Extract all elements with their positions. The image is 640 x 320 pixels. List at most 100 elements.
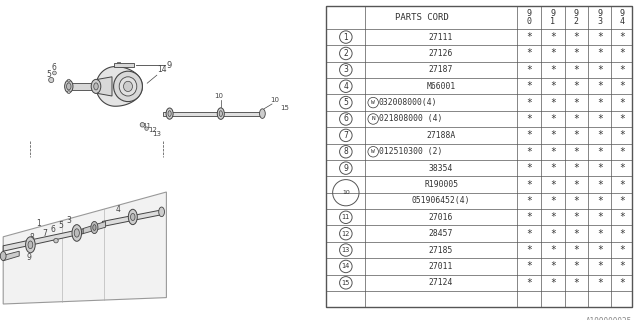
Text: 032008000(4): 032008000(4) <box>379 98 437 107</box>
Ellipse shape <box>26 237 35 253</box>
Text: *: * <box>526 130 532 140</box>
Text: *: * <box>619 81 625 91</box>
Ellipse shape <box>65 80 73 93</box>
Text: 27187: 27187 <box>429 65 453 74</box>
Ellipse shape <box>52 71 56 75</box>
Ellipse shape <box>166 108 173 119</box>
Polygon shape <box>97 77 112 96</box>
Text: *: * <box>619 261 625 271</box>
Text: 11: 11 <box>342 214 350 220</box>
Polygon shape <box>102 210 163 227</box>
Polygon shape <box>3 229 83 251</box>
Text: *: * <box>550 98 556 108</box>
Text: 8: 8 <box>29 233 35 242</box>
Text: *: * <box>526 196 532 206</box>
Text: *: * <box>526 180 532 189</box>
Text: *: * <box>597 229 603 239</box>
Ellipse shape <box>140 123 145 127</box>
Text: *: * <box>573 130 579 140</box>
Ellipse shape <box>1 252 6 260</box>
Ellipse shape <box>74 229 79 237</box>
Text: *: * <box>526 229 532 239</box>
Text: *: * <box>526 32 532 42</box>
Text: *: * <box>526 163 532 173</box>
Text: *: * <box>597 130 603 140</box>
Text: 9: 9 <box>26 253 31 262</box>
Ellipse shape <box>131 213 135 220</box>
Text: *: * <box>619 278 625 288</box>
Text: *: * <box>619 130 625 140</box>
Text: *: * <box>573 98 579 108</box>
Text: *: * <box>597 163 603 173</box>
Text: 27016: 27016 <box>429 213 453 222</box>
Text: 27111: 27111 <box>429 33 453 42</box>
Text: M66001: M66001 <box>426 82 456 91</box>
Ellipse shape <box>92 79 101 93</box>
Text: *: * <box>550 261 556 271</box>
Text: 10: 10 <box>214 93 224 99</box>
Text: W: W <box>371 149 375 154</box>
Text: *: * <box>597 261 603 271</box>
Text: *: * <box>597 48 603 59</box>
Text: 9: 9 <box>344 164 348 172</box>
Text: 9
4: 9 4 <box>620 9 625 26</box>
Text: 11: 11 <box>143 123 152 129</box>
Ellipse shape <box>114 71 142 102</box>
Text: *: * <box>597 81 603 91</box>
Text: *: * <box>526 98 532 108</box>
Text: 1: 1 <box>344 33 348 42</box>
Ellipse shape <box>91 221 98 234</box>
Text: *: * <box>597 278 603 288</box>
Ellipse shape <box>67 83 71 90</box>
Ellipse shape <box>219 111 223 116</box>
Ellipse shape <box>94 83 99 90</box>
Ellipse shape <box>67 91 70 93</box>
Text: 3: 3 <box>67 216 71 225</box>
Ellipse shape <box>168 111 172 116</box>
Text: *: * <box>597 180 603 189</box>
Text: *: * <box>526 65 532 75</box>
Text: *: * <box>597 65 603 75</box>
Text: *: * <box>550 180 556 189</box>
Text: *: * <box>526 114 532 124</box>
Text: *: * <box>573 278 579 288</box>
Text: *: * <box>526 81 532 91</box>
Text: *: * <box>550 130 556 140</box>
Text: 051906452(4): 051906452(4) <box>412 196 470 205</box>
Text: A199000025: A199000025 <box>586 317 632 320</box>
Text: 27185: 27185 <box>429 245 453 254</box>
Text: 38354: 38354 <box>429 164 453 172</box>
Text: 7: 7 <box>344 131 348 140</box>
Text: *: * <box>573 81 579 91</box>
Text: *: * <box>526 48 532 59</box>
Text: *: * <box>597 147 603 157</box>
Text: *: * <box>619 32 625 42</box>
Text: *: * <box>526 245 532 255</box>
Text: *: * <box>573 48 579 59</box>
Text: *: * <box>573 65 579 75</box>
Text: *: * <box>526 261 532 271</box>
Ellipse shape <box>72 225 82 241</box>
Text: *: * <box>526 147 532 157</box>
FancyBboxPatch shape <box>114 63 134 67</box>
Ellipse shape <box>260 109 265 118</box>
Text: *: * <box>619 163 625 173</box>
Text: 14: 14 <box>157 65 166 74</box>
Polygon shape <box>3 251 19 261</box>
Text: 9
3: 9 3 <box>597 9 602 26</box>
Text: 6: 6 <box>344 115 348 124</box>
Text: 15: 15 <box>342 280 350 286</box>
Ellipse shape <box>217 108 225 119</box>
Text: *: * <box>550 196 556 206</box>
FancyBboxPatch shape <box>116 62 120 63</box>
Text: *: * <box>550 32 556 42</box>
Text: 9
1: 9 1 <box>550 9 556 26</box>
Text: W: W <box>371 100 375 105</box>
Ellipse shape <box>159 207 164 217</box>
Text: *: * <box>550 114 556 124</box>
Text: *: * <box>619 245 625 255</box>
Text: 15: 15 <box>280 105 289 111</box>
Ellipse shape <box>119 77 137 96</box>
Text: 9: 9 <box>166 61 172 70</box>
Text: 6: 6 <box>51 63 56 72</box>
